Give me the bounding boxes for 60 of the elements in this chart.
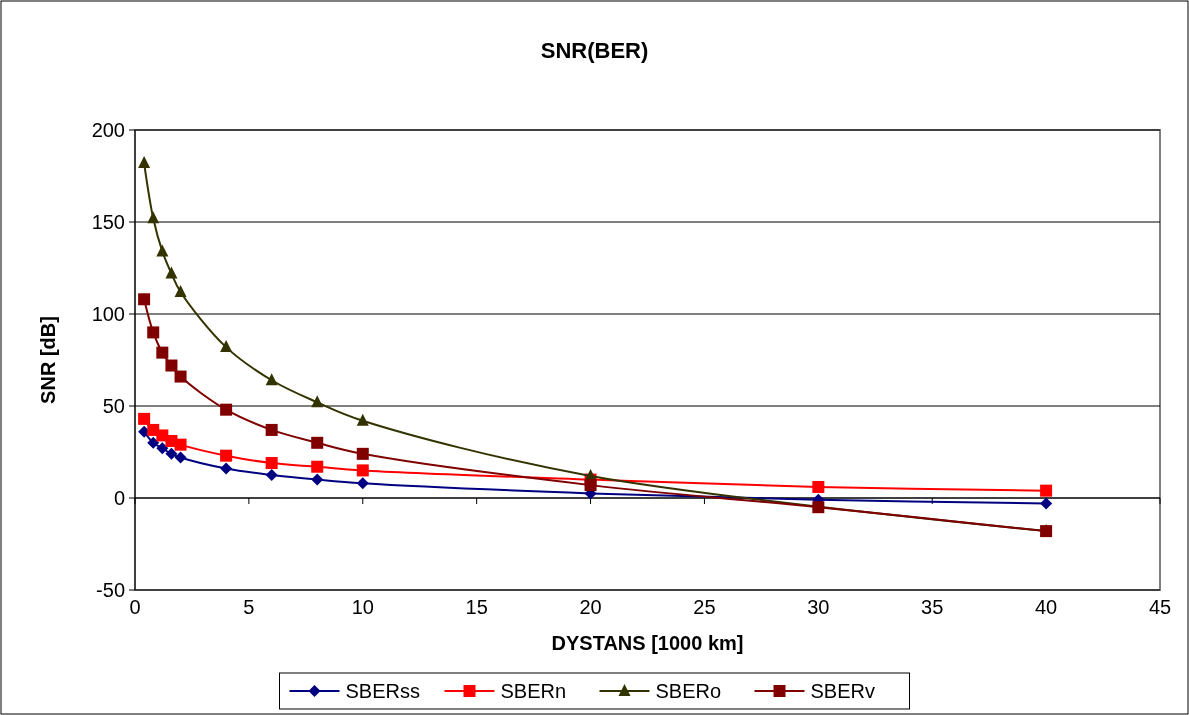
point — [356, 413, 369, 426]
legend-label: SBERv — [810, 680, 875, 702]
point — [174, 284, 187, 297]
point — [174, 451, 187, 464]
point — [147, 211, 160, 224]
point — [356, 477, 369, 490]
point — [156, 244, 169, 257]
point — [1040, 497, 1053, 510]
point — [220, 449, 233, 462]
point — [265, 423, 278, 436]
point — [220, 403, 233, 416]
point — [356, 464, 369, 477]
point — [138, 293, 151, 306]
x-tick-label: 45 — [1148, 596, 1172, 618]
legend-label: SBERn — [500, 680, 567, 702]
point — [311, 473, 324, 486]
point — [220, 462, 233, 475]
point — [147, 436, 160, 449]
point — [311, 460, 324, 473]
x-tick-label: 15 — [465, 596, 488, 618]
point — [311, 395, 324, 408]
point — [156, 442, 169, 455]
y-tick-label: -50 — [96, 579, 125, 601]
point — [220, 340, 233, 353]
y-tick-label: 50 — [102, 395, 125, 417]
chart-title: SNR(BER) — [540, 38, 649, 63]
point — [265, 469, 278, 481]
point — [812, 480, 825, 493]
point — [165, 266, 178, 279]
y-tick-label: 100 — [91, 303, 125, 325]
point — [174, 438, 187, 451]
point — [138, 412, 151, 425]
point — [265, 373, 278, 386]
y-axis-title: SNR [dB] — [37, 316, 59, 404]
x-tick-label: 10 — [351, 596, 374, 618]
x-tick-label: 0 — [129, 596, 141, 618]
point — [165, 447, 178, 460]
x-axis-title: DYSTANS [1000 km] — [551, 632, 744, 654]
x-tick-label: 35 — [921, 596, 944, 618]
y-tick-label: 150 — [91, 211, 125, 233]
point — [311, 436, 324, 449]
x-tick-label: 20 — [579, 596, 602, 618]
point — [147, 326, 160, 339]
x-tick-label: 40 — [1034, 596, 1058, 618]
y-tick-label: 0 — [113, 487, 125, 509]
point — [812, 501, 825, 514]
point — [165, 359, 178, 372]
point — [356, 447, 369, 460]
point — [1040, 484, 1053, 497]
x-tick-label: 25 — [693, 596, 716, 618]
point — [138, 156, 151, 169]
x-tick-label: 5 — [243, 596, 255, 618]
y-tick-label: 200 — [91, 119, 125, 141]
point — [156, 346, 169, 359]
point — [174, 370, 187, 383]
x-tick-label: 30 — [807, 596, 830, 618]
legend-label: SBERo — [655, 680, 722, 702]
point — [265, 457, 278, 470]
legend-label: SBERss — [345, 680, 420, 702]
point — [584, 479, 597, 492]
